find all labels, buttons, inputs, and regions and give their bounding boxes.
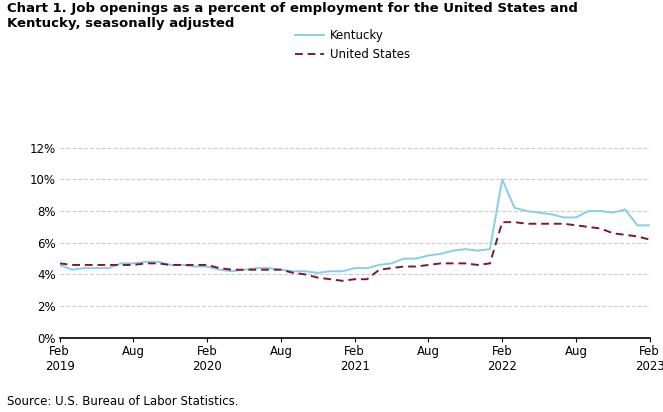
Text: Source: U.S. Bureau of Labor Statistics.: Source: U.S. Bureau of Labor Statistics. bbox=[7, 395, 238, 408]
Text: Chart 1. Job openings as a percent of employment for the United States and
Kentu: Chart 1. Job openings as a percent of em… bbox=[7, 2, 577, 30]
Legend: Kentucky, United States: Kentucky, United States bbox=[290, 24, 415, 66]
